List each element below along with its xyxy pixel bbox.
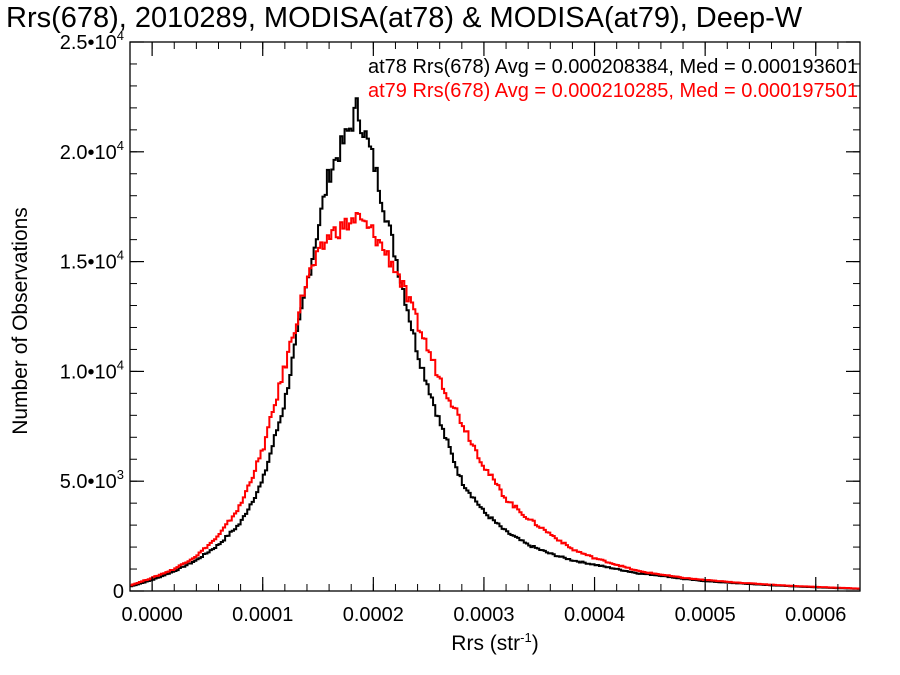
x-tick-label: 0.0004 [564,604,625,626]
annotation-at79: at79 Rrs(678) Avg = 0.000210285, Med = 0… [368,80,858,102]
plot-frame [129,41,861,592]
y-tick-exponent: 4 [117,357,124,372]
series-at78-line [130,97,860,590]
y-tick-label: 1.0•104 [60,357,124,383]
series-layer [130,97,860,590]
y-tick-mantissa: 1.5•10 [60,252,117,274]
y-tick-label: 0 [113,581,124,603]
y-tick-label: 1.5•104 [60,248,124,274]
x-axis-label: Rrs (str-1) [451,630,538,655]
series-at79-line [130,212,860,590]
x-axis-label-exponent: -1 [520,630,532,645]
y-axis-label: Number of Observations [9,207,32,435]
y-tick-mantissa: 0 [113,581,124,603]
y-tick-mantissa: 2.0•10 [60,142,117,164]
y-tick-label: 5.0•103 [60,467,124,493]
chart-title: Rrs(678), 2010289, MODISA(at78) & MODISA… [6,2,803,34]
x-tick-label: 0.0005 [675,604,736,626]
annotation-at78: at78 Rrs(678) Avg = 0.000208384, Med = 0… [368,56,858,78]
x-axis-ticks: 0.0000 0.0001 0.0002 0.0003 0.0004 0.0005 0.00… [122,42,861,626]
plot-border [129,41,861,592]
x-tick-label: 0.0002 [343,604,404,626]
y-tick-mantissa: 5.0•10 [60,471,117,493]
x-tick-label: 0.0006 [785,604,846,626]
x-tick-label: 0.0001 [232,604,293,626]
y-tick-exponent: 3 [117,467,124,482]
y-tick-label: 2.0•104 [60,138,124,164]
y-tick-mantissa: 2.5•10 [60,32,117,54]
x-tick-label: 0.0003 [453,604,514,626]
y-tick-exponent: 4 [117,138,124,153]
x-axis-label-close: ) [532,632,539,655]
x-axis-label-text: Rrs (str [451,632,520,655]
y-tick-exponent: 4 [117,28,124,43]
x-tick-label: 0.0000 [122,604,183,626]
y-tick-mantissa: 1.0•10 [60,361,117,383]
y-tick-label: 2.5•104 [60,28,124,54]
y-tick-exponent: 4 [117,248,124,263]
